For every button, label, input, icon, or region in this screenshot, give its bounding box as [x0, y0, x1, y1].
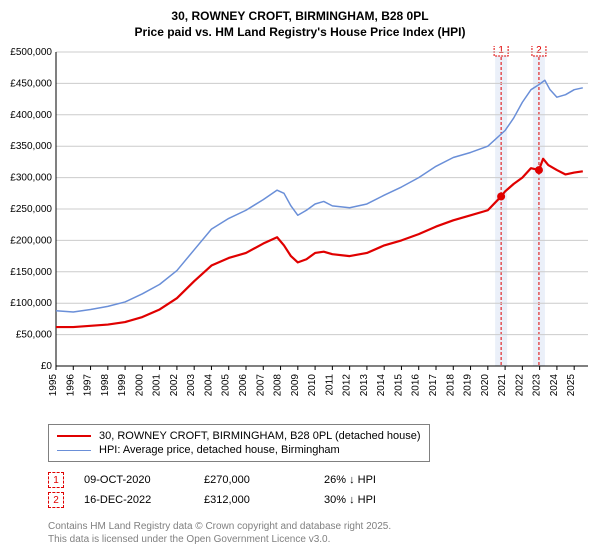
sale-price: £270,000 — [204, 474, 324, 486]
svg-text:2007: 2007 — [255, 374, 266, 397]
svg-text:2025: 2025 — [566, 374, 577, 397]
svg-text:2010: 2010 — [307, 374, 318, 397]
chart-area: 1 2 £0 £50,000 £100,000 £150,000 £200,000 £250,… — [8, 46, 592, 416]
sale-price: £312,000 — [204, 494, 324, 506]
svg-text:2019: 2019 — [463, 374, 474, 397]
svg-text:2001: 2001 — [152, 374, 163, 397]
sale-delta: 26% ↓ HPI — [324, 474, 444, 486]
svg-text:2021: 2021 — [497, 374, 508, 397]
chart-svg: 1 2 £0 £50,000 £100,000 £150,000 £200,000 £250,… — [8, 46, 592, 416]
svg-text:2018: 2018 — [445, 374, 456, 397]
svg-text:2008: 2008 — [273, 374, 284, 397]
svg-text:2006: 2006 — [238, 374, 249, 397]
svg-text:1996: 1996 — [65, 374, 76, 397]
sale-date: 16-DEC-2022 — [84, 494, 204, 506]
title-line1: 30, ROWNEY CROFT, BIRMINGHAM, B28 0PL — [8, 8, 592, 24]
table-row: 1 09-OCT-2020 £270,000 26% ↓ HPI — [48, 470, 592, 490]
svg-text:2: 2 — [536, 46, 542, 56]
svg-text:£100,000: £100,000 — [10, 299, 52, 310]
svg-text:2017: 2017 — [428, 374, 439, 397]
svg-text:2002: 2002 — [169, 374, 180, 397]
svg-text:2014: 2014 — [376, 374, 387, 397]
svg-text:£450,000: £450,000 — [10, 79, 52, 90]
sale-date: 09-OCT-2020 — [84, 474, 204, 486]
footer-line2: This data is licensed under the Open Gov… — [48, 533, 592, 546]
legend-swatch-red — [57, 435, 91, 437]
svg-text:2004: 2004 — [203, 374, 214, 397]
legend-label-blue: HPI: Average price, detached house, Birm… — [99, 444, 340, 456]
svg-text:1998: 1998 — [100, 374, 111, 397]
svg-text:£500,000: £500,000 — [10, 47, 52, 58]
legend-row-blue: HPI: Average price, detached house, Birm… — [57, 443, 421, 457]
marker-badge-1: 1 — [48, 472, 64, 488]
legend: 30, ROWNEY CROFT, BIRMINGHAM, B28 0PL (d… — [48, 424, 430, 462]
svg-text:£400,000: £400,000 — [10, 110, 52, 121]
svg-text:2005: 2005 — [221, 374, 232, 397]
svg-text:2009: 2009 — [290, 374, 301, 397]
svg-text:1997: 1997 — [83, 374, 94, 397]
legend-swatch-blue — [57, 450, 91, 451]
sales-table: 1 09-OCT-2020 £270,000 26% ↓ HPI 2 16-DE… — [48, 470, 592, 510]
footer-note: Contains HM Land Registry data © Crown c… — [48, 520, 592, 546]
svg-text:1: 1 — [498, 46, 504, 56]
svg-text:£150,000: £150,000 — [10, 267, 52, 278]
title-line2: Price paid vs. HM Land Registry's House … — [8, 24, 592, 40]
svg-text:2012: 2012 — [342, 374, 353, 397]
svg-text:2022: 2022 — [514, 374, 525, 397]
svg-text:£250,000: £250,000 — [10, 204, 52, 215]
svg-text:£200,000: £200,000 — [10, 236, 52, 247]
svg-text:2011: 2011 — [324, 374, 335, 396]
table-row: 2 16-DEC-2022 £312,000 30% ↓ HPI — [48, 490, 592, 510]
svg-text:£50,000: £50,000 — [16, 330, 53, 341]
footer-line1: Contains HM Land Registry data © Crown c… — [48, 520, 592, 533]
svg-text:£0: £0 — [41, 361, 53, 372]
sale-delta: 30% ↓ HPI — [324, 494, 444, 506]
legend-label-red: 30, ROWNEY CROFT, BIRMINGHAM, B28 0PL (d… — [99, 430, 421, 442]
svg-text:2020: 2020 — [480, 374, 491, 397]
svg-text:1995: 1995 — [48, 374, 59, 397]
svg-text:2015: 2015 — [393, 374, 404, 397]
svg-text:2003: 2003 — [186, 374, 197, 397]
svg-text:£350,000: £350,000 — [10, 142, 52, 153]
svg-text:2000: 2000 — [134, 374, 145, 397]
svg-text:2016: 2016 — [411, 374, 422, 397]
svg-text:1999: 1999 — [117, 374, 128, 397]
svg-text:2023: 2023 — [532, 374, 543, 397]
legend-row-red: 30, ROWNEY CROFT, BIRMINGHAM, B28 0PL (d… — [57, 429, 421, 443]
marker-badge-2: 2 — [48, 492, 64, 508]
chart-title: 30, ROWNEY CROFT, BIRMINGHAM, B28 0PL Pr… — [8, 8, 592, 40]
svg-text:2024: 2024 — [549, 374, 560, 397]
svg-text:2013: 2013 — [359, 374, 370, 397]
svg-text:£300,000: £300,000 — [10, 173, 52, 184]
